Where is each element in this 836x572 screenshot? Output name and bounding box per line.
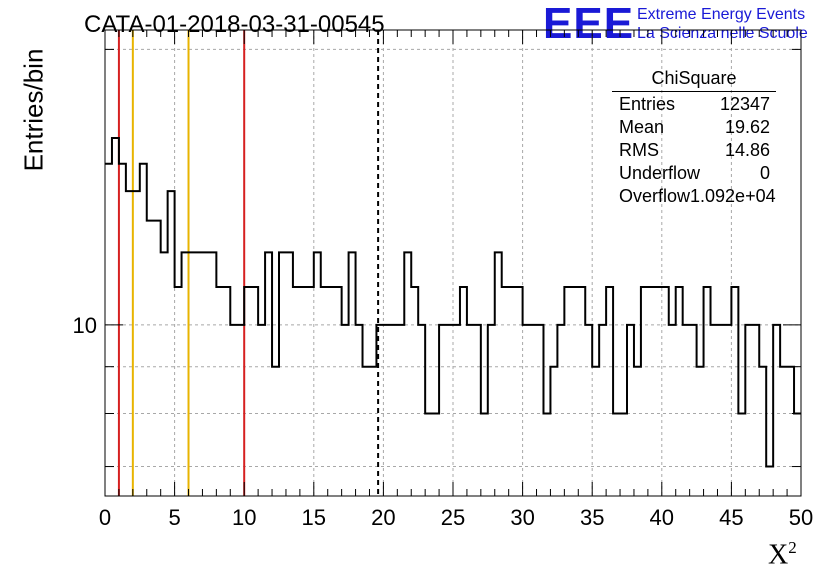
logo-line-1: Extreme Energy Events xyxy=(637,6,806,23)
stats-value: 14.86 xyxy=(724,140,770,160)
x-tick-label: 0 xyxy=(99,505,111,530)
stats-value: 19.62 xyxy=(724,117,770,137)
x-tick-label: 45 xyxy=(719,505,743,530)
histogram-outline xyxy=(105,137,801,468)
logo-line-2: La Scienza nelle Scuole xyxy=(637,25,808,42)
x-tick-label: 30 xyxy=(510,505,534,530)
stats-label: Mean xyxy=(619,117,665,137)
chart-title: CATA-01-2018-03-31-00545 xyxy=(84,11,385,38)
stats-row-rms: RMS 14.86 xyxy=(612,139,776,162)
x-tick-label: 25 xyxy=(441,505,465,530)
stats-box-title: ChiSquare xyxy=(612,68,776,92)
x-axis-label-superscript: 2 xyxy=(788,538,797,557)
stats-row-underflow: Underflow 0 xyxy=(612,162,776,185)
stats-row-entries: Entries 12347 xyxy=(612,93,776,116)
eee-logo: EEE xyxy=(543,0,635,48)
x-tick-label: 5 xyxy=(168,505,180,530)
x-tick-label: 40 xyxy=(650,505,674,530)
x-tick-label: 10 xyxy=(232,505,256,530)
x-axis-label-base: X xyxy=(768,539,789,571)
stats-row-mean: Mean 19.62 xyxy=(612,116,776,139)
stats-label: Underflow xyxy=(619,163,701,183)
x-tick-label: 50 xyxy=(789,505,813,530)
stats-row-overflow: Overflow 1.092e+04 xyxy=(612,185,776,208)
x-tick-label: 20 xyxy=(371,505,395,530)
y-tick-label: 10 xyxy=(73,313,97,338)
stats-value: 12347 xyxy=(719,94,770,114)
x-axis-label: X2 xyxy=(768,538,797,571)
stats-box: ChiSquare Entries 12347 Mean 19.62 RMS 14.8… xyxy=(612,68,776,208)
stats-label: Overflow xyxy=(619,186,691,206)
x-tick-label: 15 xyxy=(302,505,326,530)
x-tick-label: 35 xyxy=(580,505,604,530)
stats-value: 1.092e+04 xyxy=(690,186,776,206)
stats-label: RMS xyxy=(619,140,659,160)
stats-label: Entries xyxy=(619,94,676,114)
stats-value: 0 xyxy=(759,163,770,183)
